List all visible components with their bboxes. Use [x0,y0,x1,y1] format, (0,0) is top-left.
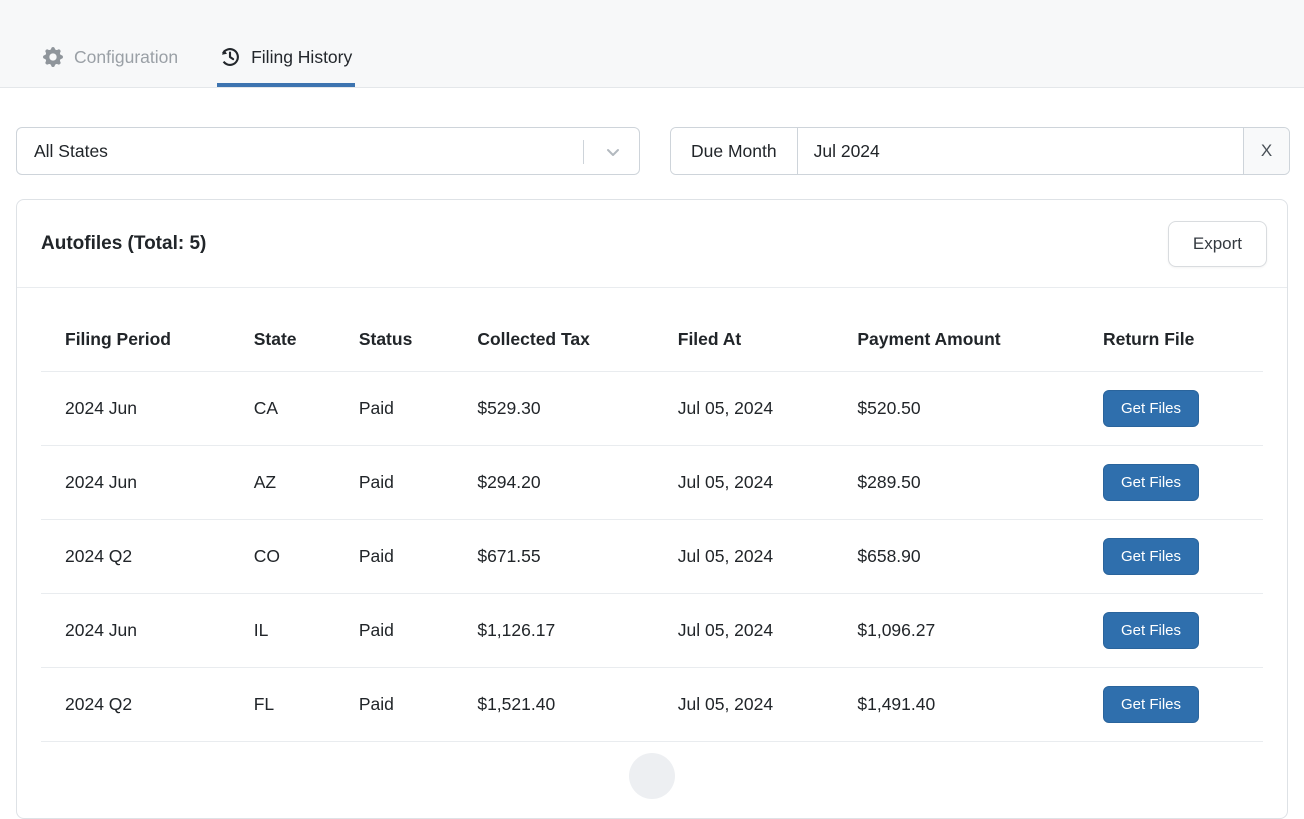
cell-payment-amount: $520.50 [841,371,1087,446]
clear-filter-button[interactable]: X [1243,128,1289,174]
cell-payment-amount: $1,096.27 [841,593,1087,668]
state-filter-select[interactable]: All States [16,127,640,175]
due-month-filter-group: Due Month Jul 2024 X [670,127,1290,175]
cell-status: Paid [342,445,462,520]
cell-filing-period: 2024 Q2 [41,667,238,742]
col-return-file: Return File [1086,308,1263,372]
due-month-input[interactable]: Jul 2024 [813,140,880,161]
cell-filed-at: Jul 05, 2024 [661,371,842,446]
cell-state: CO [237,519,343,594]
tab-configuration-label: Configuration [74,46,179,67]
cell-payment-amount: $289.50 [841,445,1087,520]
cell-collected-tax: $1,521.40 [461,667,662,742]
autofiles-table-wrapper: Filing Period State Status Collected Tax… [17,288,1287,799]
cell-filed-at: Jul 05, 2024 [661,445,842,520]
table-row: 2024 Q2 FL Paid $1,521.40 Jul 05, 2024 $… [41,667,1263,742]
cell-payment-amount: $658.90 [841,519,1087,594]
cell-filed-at: Jul 05, 2024 [661,593,842,668]
get-files-button[interactable]: Get Files [1102,464,1199,501]
tab-filing-history-label: Filing History [251,46,353,67]
state-filter-value: All States [34,140,108,161]
due-month-label: Due Month [671,128,798,174]
cell-state: IL [237,593,343,668]
cell-collected-tax: $1,126.17 [461,593,662,668]
table-row: 2024 Jun AZ Paid $294.20 Jul 05, 2024 $2… [41,445,1263,520]
table-row: 2024 Jun IL Paid $1,126.17 Jul 05, 2024 … [41,593,1263,668]
history-icon [220,47,240,67]
panel-header: Autofiles (Total: 5) Export [17,200,1287,288]
gear-icon [43,47,63,67]
cell-payment-amount: $1,491.40 [841,667,1087,742]
col-collected-tax: Collected Tax [461,308,662,372]
cell-filing-period: 2024 Jun [41,371,238,446]
col-filing-period: Filing Period [41,308,238,372]
cell-status: Paid [342,519,462,594]
get-files-button[interactable]: Get Files [1102,538,1199,575]
col-status: Status [342,308,462,372]
cell-collected-tax: $671.55 [461,519,662,594]
chevron-down-icon [605,144,621,165]
tab-filing-history[interactable]: Filing History [217,31,356,87]
autofiles-panel: Autofiles (Total: 5) Export Filing Perio… [16,199,1288,819]
cell-filed-at: Jul 05, 2024 [661,519,842,594]
col-payment-amount: Payment Amount [841,308,1087,372]
export-button[interactable]: Export [1167,220,1267,267]
table-header-row: Filing Period State Status Collected Tax… [41,308,1263,372]
tab-bar: Configuration Filing History [0,0,1304,88]
filters-row: All States Due Month Jul 2024 X [16,127,1290,175]
cell-filed-at: Jul 05, 2024 [661,667,842,742]
cell-filing-period: 2024 Jun [41,593,238,668]
cell-filing-period: 2024 Q2 [41,519,238,594]
autofiles-table: Filing Period State Status Collected Tax… [41,308,1263,742]
cell-collected-tax: $529.30 [461,371,662,446]
get-files-button[interactable]: Get Files [1102,612,1199,649]
cell-filing-period: 2024 Jun [41,445,238,520]
col-state: State [237,308,343,372]
cell-status: Paid [342,593,462,668]
col-filed-at: Filed At [661,308,842,372]
cell-state: FL [237,667,343,742]
table-row: 2024 Q2 CO Paid $671.55 Jul 05, 2024 $65… [41,519,1263,594]
cell-status: Paid [342,667,462,742]
cell-collected-tax: $294.20 [461,445,662,520]
select-divider [583,140,584,164]
cell-state: AZ [237,445,343,520]
cell-state: CA [237,371,343,446]
cell-status: Paid [342,371,462,446]
get-files-button[interactable]: Get Files [1102,390,1199,427]
get-files-button[interactable]: Get Files [1102,686,1199,723]
tab-configuration[interactable]: Configuration [40,31,181,87]
table-row: 2024 Jun CA Paid $529.30 Jul 05, 2024 $5… [41,371,1263,446]
panel-title: Autofiles (Total: 5) [41,232,207,254]
